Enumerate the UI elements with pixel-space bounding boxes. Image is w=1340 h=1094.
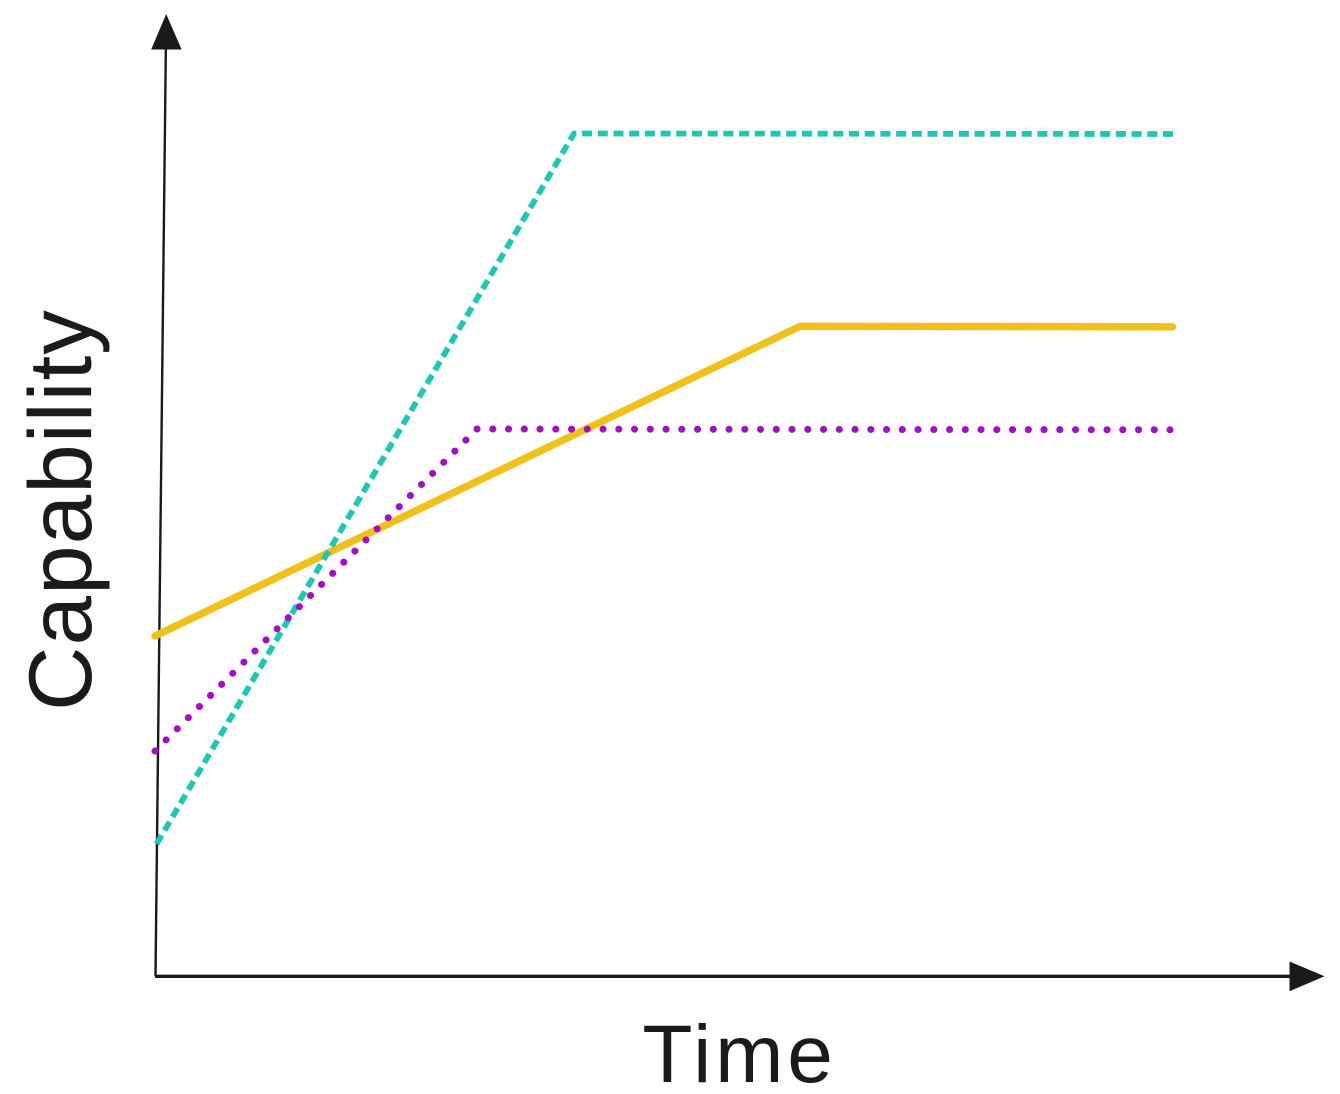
svg-text:Capability: Capability	[10, 309, 110, 711]
svg-text:Time: Time	[642, 1009, 836, 1094]
